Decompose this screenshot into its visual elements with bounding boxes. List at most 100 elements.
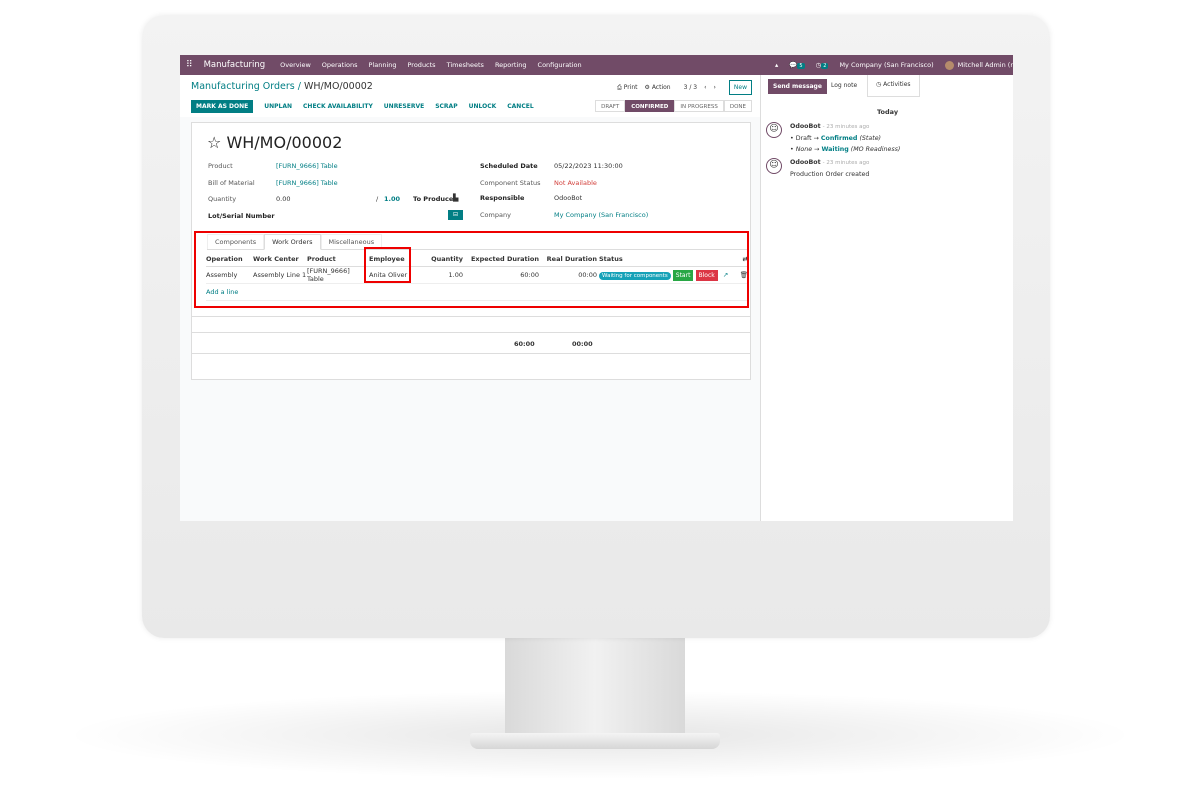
cell-expected-duration: 60:00 (520, 270, 539, 279)
open-external-icon[interactable]: ↗ (722, 270, 729, 279)
col-quantity[interactable]: Quantity (431, 254, 463, 263)
cell-product: [FURN_9666] Table (307, 266, 350, 283)
responsible-field[interactable]: OdooBot (554, 194, 583, 202)
change-from: None (795, 146, 813, 153)
tab-miscellaneous[interactable]: Miscellaneous (320, 234, 383, 249)
pager-prev-icon[interactable]: ‹ (704, 84, 707, 91)
chatter: Send message Log note ◷ Activities Today… (760, 75, 1013, 521)
lot-label: Lot/Serial Number (208, 212, 275, 220)
menu-reporting[interactable]: Reporting (494, 61, 527, 69)
cell-real-duration: 00:00 (578, 270, 597, 279)
new-button[interactable]: New (728, 80, 752, 95)
breadcrumb-parent[interactable]: Manufacturing Orders (191, 81, 295, 92)
activities-icon[interactable]: ◷ 2 (815, 61, 829, 69)
col-operation[interactable]: Operation (206, 254, 243, 263)
forecast-chart-icon[interactable]: ▙ (453, 194, 459, 202)
scheduled-date-field[interactable]: 05/22/2023 11:30:00 (554, 162, 623, 170)
quantity-target[interactable]: 1.00 (384, 195, 401, 203)
add-a-line-link[interactable]: Add a line (206, 287, 239, 296)
message-author: OdooBot (790, 123, 821, 130)
col-status[interactable]: Status (599, 254, 623, 263)
activities-label: Activities (883, 81, 911, 88)
status-done[interactable]: DONE (723, 100, 752, 112)
col-work-center[interactable]: Work Center (253, 254, 299, 263)
print-label: Print (623, 83, 638, 91)
action-button[interactable]: ⚙ Action (644, 84, 671, 91)
tab-components[interactable]: Components (207, 234, 265, 249)
debug-icon[interactable]: ▴ (775, 61, 779, 69)
messages-icon[interactable]: 💬 5 (789, 61, 805, 69)
lot-generate-icon[interactable]: ⊟ (448, 210, 463, 220)
message-author: OdooBot (790, 159, 821, 166)
quantity-field[interactable]: 0.00 (276, 195, 291, 203)
app-name[interactable]: Manufacturing (203, 60, 266, 70)
change-field: (MO Readiness) (850, 146, 901, 153)
col-employee[interactable]: Employee (369, 254, 405, 263)
product-label: Product (208, 162, 233, 170)
messages-badge: 5 (797, 63, 805, 69)
delete-icon[interactable]: 🗑 (739, 270, 748, 279)
menu-planning[interactable]: Planning (368, 61, 397, 69)
cell-quantity: 1.00 (448, 270, 463, 279)
product-field[interactable]: [FURN_9666] Table (276, 162, 338, 170)
company-switcher[interactable]: My Company (San Francisco) (839, 61, 934, 69)
avatar[interactable] (944, 60, 954, 70)
total-real: 00:00 (572, 340, 593, 348)
component-status-label: Component Status (480, 179, 541, 187)
scheduled-date-label: Scheduled Date (480, 162, 538, 170)
message-time: - 23 minutes ago (822, 124, 870, 130)
company-field[interactable]: My Company (San Francisco) (554, 211, 649, 219)
work-orders-table: Operation Work Center Product Employee Q… (206, 252, 748, 301)
date-separator: Today (876, 108, 899, 116)
change-field: (State) (859, 135, 882, 142)
menu-products[interactable]: Products (407, 61, 436, 69)
log-note-button[interactable]: Log note (831, 82, 858, 89)
quantity-label: Quantity (208, 195, 237, 203)
tab-work-orders[interactable]: Work Orders (264, 234, 321, 250)
highlight-box-section (194, 231, 749, 308)
send-message-button[interactable]: Send message (768, 79, 827, 94)
message-1: OdooBot - 23 minutes ago • Draft → Confi… (790, 123, 901, 153)
bom-field[interactable]: [FURN_9666] Table (276, 179, 338, 187)
status-in-progress[interactable]: IN PROGRESS (674, 100, 724, 112)
record-title: WH/MO/00002 (226, 133, 343, 152)
menu-timesheets[interactable]: Timesheets (446, 61, 484, 69)
unlock-button[interactable]: UNLOCK (468, 103, 497, 110)
menu-overview[interactable]: Overview (280, 61, 311, 69)
table-header: Operation Work Center Product Employee Q… (206, 252, 748, 266)
block-button[interactable]: Block (695, 269, 718, 281)
message-2: OdooBot - 23 minutes ago Production Orde… (790, 157, 869, 180)
start-button[interactable]: Start (672, 269, 694, 281)
pager: 3 / 3 (683, 84, 698, 91)
col-product[interactable]: Product (307, 254, 336, 263)
menu-configuration[interactable]: Configuration (537, 61, 582, 69)
print-button[interactable]: ⎙ Print (616, 83, 638, 91)
status-draft[interactable]: DRAFT (595, 100, 626, 112)
cell-work-center: Assembly Line 1 (253, 270, 307, 279)
top-navbar: ⠿ Manufacturing Overview Operations Plan… (180, 55, 1013, 75)
company-label: Company (480, 211, 511, 219)
table-row[interactable]: Assembly Assembly Line 1 [FURN_9666] Tab… (206, 266, 748, 283)
apps-grid-icon[interactable]: ⠿ (186, 60, 193, 70)
scrap-button[interactable]: SCRAP (435, 103, 458, 110)
message-time: - 23 minutes ago (822, 160, 870, 166)
odoobot-avatar: ☺ (766, 158, 782, 174)
col-expected-duration[interactable]: Expected Duration (470, 254, 539, 263)
cancel-button[interactable]: CANCEL (507, 103, 534, 110)
mark-as-done-button[interactable]: MARK AS DONE (191, 100, 254, 113)
odoobot-avatar: ☺ (766, 122, 782, 138)
check-availability-button[interactable]: CHECK AVAILABILITY (303, 103, 373, 110)
optional-columns-icon[interactable]: ⇄ (742, 254, 748, 263)
highlight-box-employee (364, 247, 411, 283)
star-icon[interactable]: ☆ (207, 133, 222, 152)
control-panel: Manufacturing Orders / WH/MO/00002 ⎙ Pri… (180, 75, 760, 117)
menu-operations[interactable]: Operations (321, 61, 358, 69)
unreserve-button[interactable]: UNRESERVE (383, 103, 425, 110)
status-confirmed[interactable]: CONFIRMED (625, 100, 675, 112)
pager-next-icon[interactable]: › (713, 84, 716, 91)
change-from: Draft (795, 135, 812, 142)
activities-button[interactable]: ◷ Activities (867, 75, 920, 97)
col-real-duration[interactable]: Real Duration (546, 254, 597, 263)
unplan-button[interactable]: UNPLAN (264, 103, 293, 110)
user-menu[interactable]: Mitchell Admin (r (957, 61, 1013, 69)
